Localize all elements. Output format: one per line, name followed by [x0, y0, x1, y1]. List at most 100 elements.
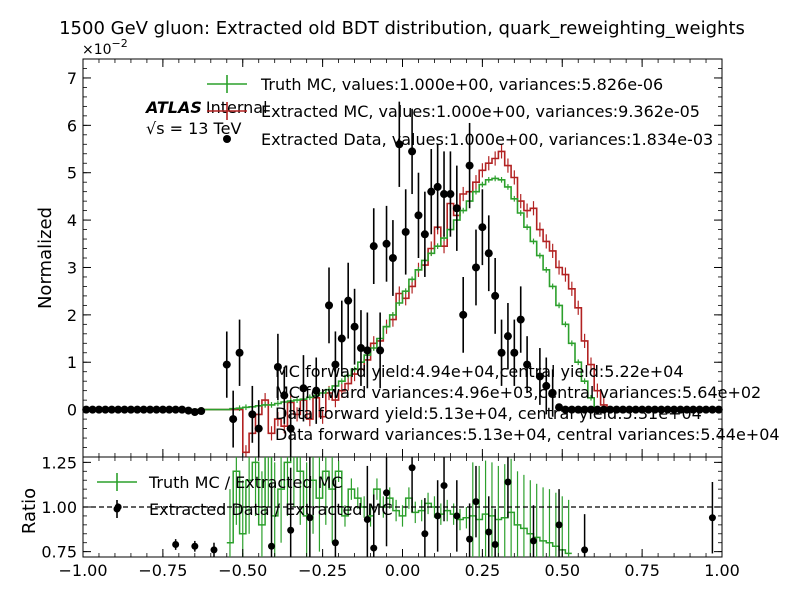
- data-point: [363, 346, 372, 355]
- data-point: [82, 405, 91, 414]
- data-ratio-point: [331, 539, 339, 547]
- data-point: [714, 405, 723, 414]
- data-point: [663, 405, 672, 414]
- data-point: [638, 405, 647, 414]
- main-y-tick-label: 6: [67, 116, 77, 135]
- data-point: [325, 301, 334, 310]
- ratio-legend: Truth MC / Extracted MC Extracted Data /…: [97, 473, 393, 519]
- data-point: [356, 344, 365, 353]
- data-point: [567, 405, 576, 414]
- x-tick-label: 0.50: [544, 561, 580, 580]
- x-tick-label: −1.00: [58, 561, 107, 580]
- data-point: [676, 405, 685, 414]
- data-point: [197, 407, 206, 416]
- ratio-y-tick-label: 1.25: [41, 453, 77, 472]
- x-tick-label: 0.25: [465, 561, 501, 580]
- data-point: [101, 405, 110, 414]
- data-point: [625, 405, 634, 414]
- legend-item-data-ratio: Extracted Data / Extracted MC: [113, 500, 393, 519]
- series-extracted-mc: [83, 150, 722, 454]
- data-point: [682, 405, 691, 414]
- data-point: [503, 332, 512, 341]
- data-ratio-point: [440, 482, 448, 490]
- data-point: [695, 405, 704, 414]
- data-point: [152, 405, 161, 414]
- data-point: [88, 405, 97, 414]
- main-y-tick-label: 7: [67, 69, 77, 88]
- data-ratio-point: [453, 512, 461, 520]
- data-point: [126, 405, 135, 414]
- data-point: [229, 415, 238, 424]
- energy-label: √s = 13 TeV: [146, 119, 241, 138]
- data-point: [433, 182, 442, 191]
- legend-truth-ratio-label: Truth MC / Extracted MC: [148, 473, 343, 492]
- data-ratio-point: [210, 546, 218, 554]
- x-tick-label: 0.00: [385, 561, 421, 580]
- ratio-panel: 0.75 1.00 1.25 −1.00 −0.75 −0.50 −0.25 0.00 0.2…: [19, 453, 740, 580]
- data-point: [114, 405, 123, 414]
- data-point: [459, 310, 468, 319]
- data-point: [222, 360, 231, 369]
- legend-item-extracted-mc: Extracted MC, values:1.000e+00, variance…: [207, 102, 700, 121]
- legend-item-truth-ratio: Truth MC / Extracted MC: [97, 473, 343, 492]
- data-ratio-point: [504, 478, 512, 486]
- data-point: [593, 405, 602, 414]
- data-point: [644, 405, 653, 414]
- ratio-series: [114, 457, 716, 557]
- x-tick-label: −0.25: [298, 561, 347, 580]
- data-ratio-point: [472, 498, 480, 506]
- data-point: [94, 405, 103, 414]
- data-point: [606, 405, 615, 414]
- data-point: [107, 405, 116, 414]
- data-ratio-point: [485, 528, 493, 536]
- legend-extracted-mc-label: Extracted MC, values:1.000e+00, variance…: [261, 102, 700, 121]
- legend-truth-mc-label: Truth MC, values:1.000e+00, variances:5.…: [260, 75, 663, 94]
- legend-extracted-data-label: Extracted Data, values:1.000e+00, varian…: [261, 130, 713, 149]
- data-point: [548, 389, 557, 398]
- data-point: [382, 239, 391, 248]
- data-point: [248, 410, 257, 419]
- main-y-tick-label: 0: [67, 401, 77, 420]
- data-ratio-point: [708, 514, 716, 522]
- data-point: [708, 405, 717, 414]
- data-point: [631, 405, 640, 414]
- data-point: [452, 204, 461, 213]
- chart-title: 1500 GeV gluon: Extracted old BDT distri…: [59, 18, 745, 39]
- data-point: [331, 360, 340, 369]
- ratio-y-tick-label: 1.00: [41, 498, 77, 517]
- data-point: [555, 403, 564, 412]
- data-point: [484, 249, 493, 258]
- main-x-ticks: [82, 59, 723, 457]
- x-tick-label: 1.00: [704, 561, 740, 580]
- legend-item-extracted-data: Extracted Data, values:1.000e+00, varian…: [223, 130, 713, 149]
- data-point: [542, 381, 551, 390]
- data-point: [299, 384, 308, 393]
- data-point: [273, 362, 282, 371]
- data-point: [139, 405, 148, 414]
- data-point: [120, 405, 129, 414]
- data-ratio-point: [383, 489, 391, 497]
- data-point: [235, 348, 244, 357]
- data-point: [408, 147, 417, 156]
- data-point: [446, 190, 455, 199]
- data-point: [702, 405, 711, 414]
- atlas-label: ATLAS Internal: [144, 98, 268, 117]
- data-ratio-point: [466, 535, 474, 543]
- data-point: [574, 405, 583, 414]
- data-ratio-point: [529, 537, 537, 545]
- data-point: [401, 227, 410, 236]
- annotation-mc-variances: MC forward variances:4.96e+03,central va…: [275, 383, 761, 402]
- main-y-tick-label: 5: [67, 164, 77, 183]
- ratio-y-axis-label: Ratio: [19, 488, 40, 534]
- data-point: [516, 315, 525, 324]
- annotation-data-variances: Data forward variances:5.13e+04, central…: [275, 425, 780, 444]
- data-point: [618, 405, 627, 414]
- data-point: [535, 372, 544, 381]
- data-point: [491, 291, 500, 300]
- ratio-x-ticks: −1.00 −0.75 −0.50 −0.25 0.00 0.25 0.50 0.75 1.00: [58, 457, 740, 580]
- legend-item-truth-mc: Truth MC, values:1.000e+00, variances:5.…: [207, 75, 663, 94]
- data-point: [254, 424, 263, 433]
- main-y-tick-label: 3: [67, 258, 77, 277]
- data-point: [158, 405, 167, 414]
